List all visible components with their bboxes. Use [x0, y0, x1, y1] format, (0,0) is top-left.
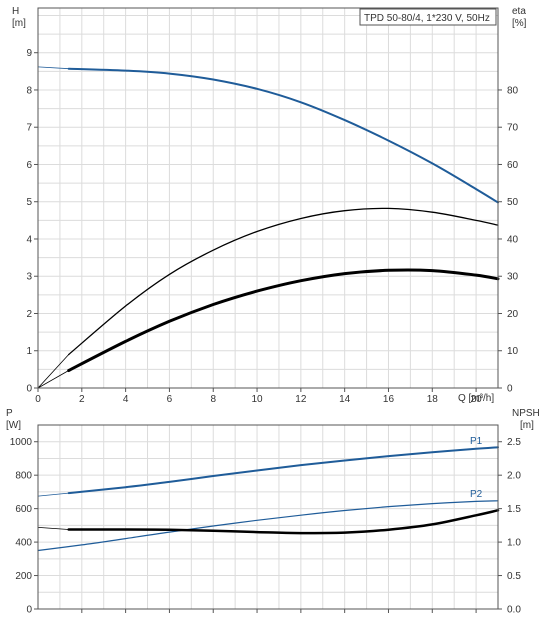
left-tick-label: 200 — [15, 571, 32, 582]
p-axis-label: P — [6, 408, 13, 419]
left-tick-label: 400 — [15, 538, 32, 549]
left-tick-label: 1 — [26, 346, 32, 357]
npsh-axis-label: NPSH — [512, 408, 540, 419]
right-tick-label: 1.5 — [507, 504, 521, 515]
p-axis-unit: [W] — [6, 420, 21, 431]
x-tick-label: 2 — [79, 394, 85, 405]
right-tick-label: 2.5 — [507, 437, 521, 448]
x-tick-label: 6 — [167, 394, 173, 405]
right-tick-label: 0.5 — [507, 571, 521, 582]
chart-frames — [37, 7, 499, 610]
series-0-1-curve — [68, 207, 499, 356]
eta-axis-label: eta — [512, 6, 526, 17]
p2-curve-label: P2 — [470, 489, 483, 500]
top-chart-grid — [38, 8, 498, 388]
right-tick-label: 0 — [507, 384, 513, 395]
x-tick-label: 18 — [427, 394, 439, 405]
curve-extrapolation — [37, 492, 69, 497]
eta-axis-unit: [%] — [512, 18, 527, 29]
curve-extrapolation — [37, 354, 69, 389]
left-tick-label: 7 — [26, 123, 32, 134]
x-tick-label: 16 — [383, 394, 395, 405]
x-tick-label: 10 — [251, 394, 263, 405]
curve-extrapolation — [37, 66, 69, 70]
x-tick-label: 12 — [295, 394, 307, 405]
series-0-0-curve — [67, 67, 499, 204]
right-tick-label: 30 — [507, 272, 519, 283]
curve-extrapolation — [37, 370, 69, 389]
series-0-2-curve — [67, 268, 500, 372]
q-axis-label: Q [m³/h] — [458, 393, 494, 404]
left-tick-label: 1000 — [10, 437, 33, 448]
right-tick-label: 1.0 — [507, 538, 521, 549]
p2-curve — [37, 500, 499, 552]
series-1-2-curve — [67, 509, 500, 535]
left-tick-label: 800 — [15, 471, 32, 482]
right-tick-label: 50 — [507, 197, 519, 208]
right-tick-label: 20 — [507, 309, 519, 320]
left-tick-label: 5 — [26, 197, 32, 208]
top-plot-frame — [37, 7, 499, 389]
left-tick-label: 6 — [26, 160, 32, 171]
right-tick-label: 70 — [507, 123, 519, 134]
x-tick-label: 8 — [210, 394, 216, 405]
curve-extrapolation — [37, 527, 69, 530]
left-tick-label: 0 — [26, 605, 32, 616]
x-tick-label: 0 — [35, 394, 41, 405]
bottom-plot-frame — [37, 424, 499, 610]
x-tick-label: 14 — [339, 394, 351, 405]
h-axis-unit: [m] — [12, 18, 26, 29]
right-tick-label: 80 — [507, 85, 519, 96]
right-tick-label: 40 — [507, 234, 519, 245]
left-tick-label: 4 — [26, 234, 32, 245]
left-tick-label: 0 — [26, 384, 32, 395]
right-tick-label: 2.0 — [507, 471, 521, 482]
chart-title: TPD 50-80/4, 1*230 V, 50Hz — [364, 13, 490, 24]
p1-curve — [67, 446, 499, 495]
title-box — [359, 8, 497, 26]
x-tick-label: 20 — [471, 394, 483, 405]
right-tick-label: 60 — [507, 160, 519, 171]
left-tick-label: 8 — [26, 85, 32, 96]
right-tick-label: 10 — [507, 346, 519, 357]
p1-curve-label: P1 — [470, 436, 483, 447]
left-tick-label: 600 — [15, 504, 32, 515]
left-tick-label: 2 — [26, 309, 32, 320]
x-tick-label: 4 — [123, 394, 129, 405]
curves-layer — [37, 66, 500, 552]
left-tick-label: 3 — [26, 272, 32, 283]
left-tick-label: 9 — [26, 48, 32, 59]
right-tick-label: 0.0 — [507, 605, 521, 616]
npsh-axis-unit: [m] — [520, 420, 534, 431]
h-axis-label: H — [12, 6, 19, 17]
